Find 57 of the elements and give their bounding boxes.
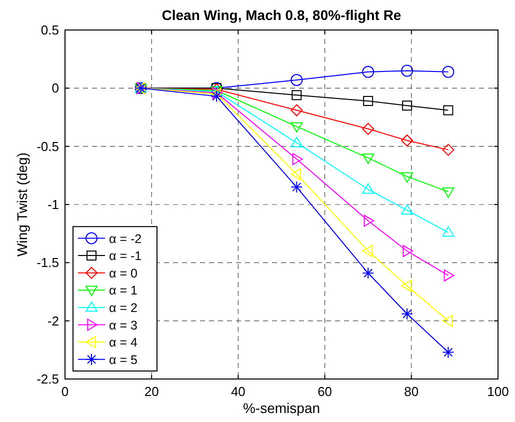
y-axis-title: Wing Twist (deg) <box>14 152 30 256</box>
legend-label: α = 1 <box>109 284 138 298</box>
y-tick-label: -2 <box>47 313 59 328</box>
point <box>401 204 414 215</box>
point <box>402 245 414 258</box>
y-tick-label: -2.5 <box>36 372 59 386</box>
point <box>290 104 303 116</box>
y-tick-label: -1.5 <box>36 255 59 270</box>
point <box>401 172 414 183</box>
point <box>443 105 454 116</box>
y-tick-label: -0.5 <box>36 138 59 154</box>
point <box>401 308 414 320</box>
point <box>290 74 303 86</box>
x-tick-label: 80 <box>404 384 419 399</box>
point <box>363 96 374 106</box>
point <box>442 226 454 237</box>
x-tick-label: 60 <box>318 384 332 399</box>
legend-label: α = 0 <box>109 266 138 280</box>
legend-label: α = -1 <box>109 249 142 264</box>
point <box>290 136 303 148</box>
point <box>444 269 454 282</box>
point <box>401 134 414 147</box>
point <box>442 66 454 78</box>
point <box>362 154 374 164</box>
chart-title: Clean Wing, Mach 0.8, 80%-flight Re <box>162 7 402 23</box>
point <box>362 245 372 258</box>
point <box>362 183 374 194</box>
point <box>442 187 454 198</box>
point <box>364 214 374 227</box>
legend-label: α = 2 <box>109 300 138 315</box>
point <box>362 66 374 78</box>
x-tick-label: 20 <box>144 384 159 399</box>
point <box>290 168 302 180</box>
point <box>442 144 454 156</box>
point <box>402 100 412 111</box>
point <box>292 153 303 166</box>
y-tick-label: -1 <box>47 197 59 212</box>
legend-label: α = -2 <box>109 232 142 246</box>
point <box>290 181 303 194</box>
point <box>442 346 454 358</box>
point <box>292 90 302 100</box>
legend-label: α = 5 <box>109 352 138 367</box>
x-tick-label: 100 <box>487 384 509 399</box>
point <box>362 267 374 280</box>
point <box>290 122 303 133</box>
legend-label: α = 3 <box>109 318 138 332</box>
legend-label: α = 4 <box>109 336 138 350</box>
x-tick-label: 0 <box>61 384 69 399</box>
point <box>401 280 412 292</box>
y-tick-label: 0.5 <box>40 22 59 38</box>
point <box>362 122 374 135</box>
point <box>401 64 414 77</box>
x-tick-label: 40 <box>230 384 246 399</box>
x-axis-title: %-semispan <box>242 400 320 416</box>
point <box>210 90 223 102</box>
y-tick-label: 0 <box>52 80 59 96</box>
point <box>442 314 453 327</box>
